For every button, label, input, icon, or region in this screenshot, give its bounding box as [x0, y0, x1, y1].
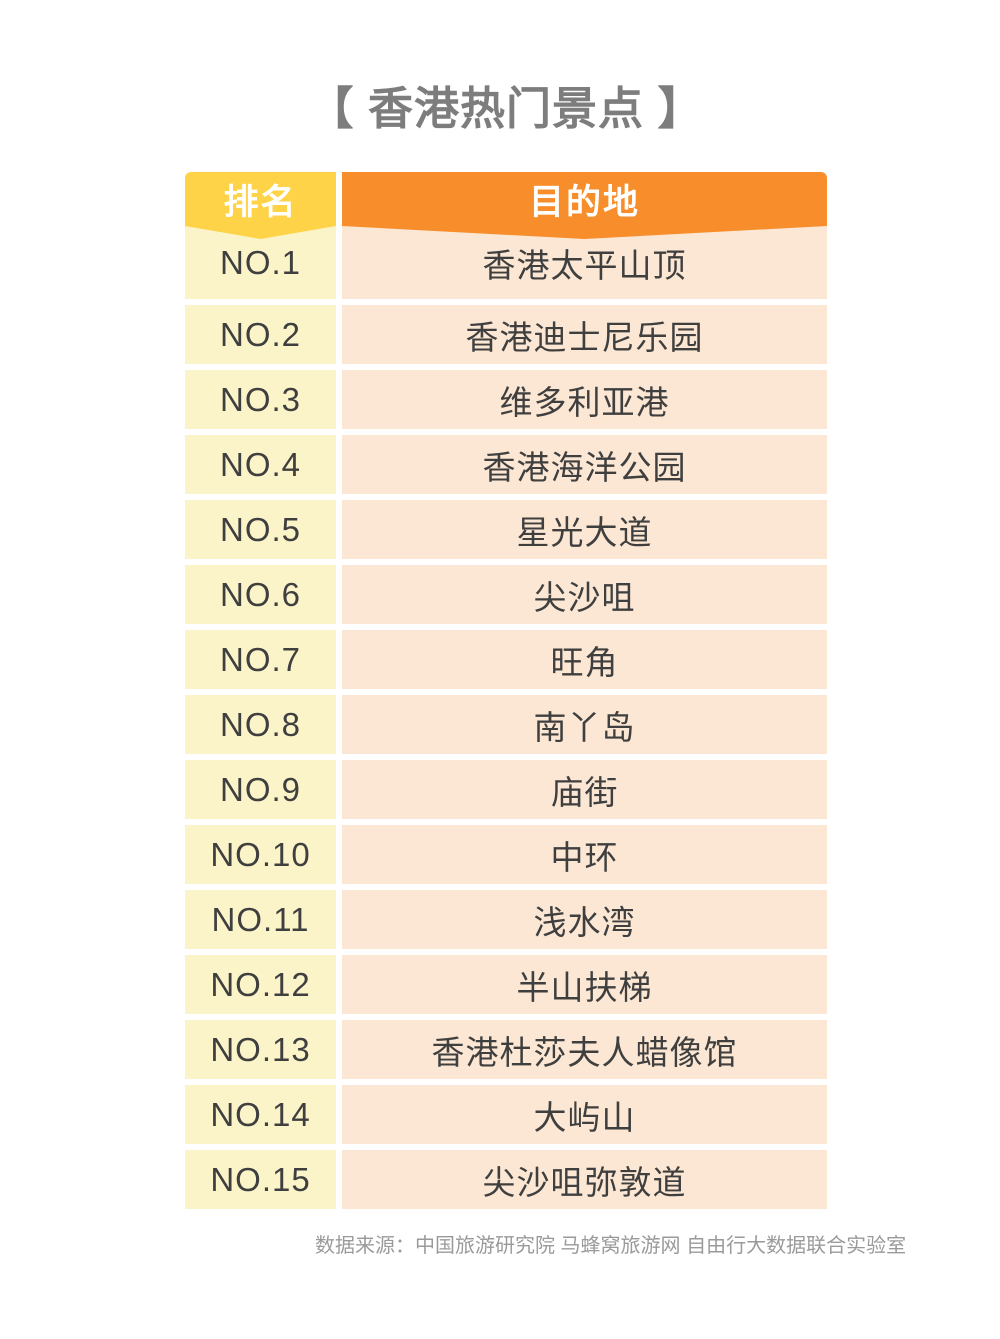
destination-cell: 庙街 — [342, 760, 827, 819]
ranking-table: 排名 目的地 NO.1 香港太平山顶 NO.2 香港迪士尼乐园 NO.3 维多利… — [185, 172, 827, 1209]
table-row: NO.1 香港太平山顶 — [185, 226, 827, 299]
table-row: NO.15 尖沙咀弥敦道 — [185, 1150, 827, 1209]
table-body: NO.1 香港太平山顶 NO.2 香港迪士尼乐园 NO.3 维多利亚港 NO.4… — [185, 226, 827, 1209]
destination-cell: 香港杜莎夫人蜡像馆 — [342, 1020, 827, 1079]
rank-cell: NO.5 — [185, 500, 336, 559]
rank-cell: NO.14 — [185, 1085, 336, 1144]
destination-column-header: 目的地 — [342, 172, 827, 239]
table-row: NO.10 中环 — [185, 825, 827, 884]
destination-cell: 中环 — [342, 825, 827, 884]
rank-cell: NO.13 — [185, 1020, 336, 1079]
table-row: NO.6 尖沙咀 — [185, 565, 827, 624]
rank-cell: NO.7 — [185, 630, 336, 689]
table-row: NO.11 浅水湾 — [185, 890, 827, 949]
table-header-row: 排名 目的地 — [185, 172, 827, 239]
rank-cell: NO.2 — [185, 305, 336, 364]
rank-header-label: 排名 — [223, 182, 298, 222]
table-row: NO.13 香港杜莎夫人蜡像馆 — [185, 1020, 827, 1079]
destination-cell: 大屿山 — [342, 1085, 827, 1144]
rank-cell: NO.12 — [185, 955, 336, 1014]
table-row: NO.2 香港迪士尼乐园 — [185, 305, 827, 364]
destination-cell: 香港海洋公园 — [342, 435, 827, 494]
destination-cell: 旺角 — [342, 630, 827, 689]
rank-cell: NO.4 — [185, 435, 336, 494]
destination-cell: 尖沙咀弥敦道 — [342, 1150, 827, 1209]
destination-cell: 维多利亚港 — [342, 370, 827, 429]
table-row: NO.5 星光大道 — [185, 500, 827, 559]
destination-cell: 半山扶梯 — [342, 955, 827, 1014]
rank-column-header: 排名 — [185, 172, 336, 239]
rank-cell: NO.3 — [185, 370, 336, 429]
rank-cell: NO.11 — [185, 890, 336, 949]
table-row: NO.8 南丫岛 — [185, 695, 827, 754]
table-row: NO.7 旺角 — [185, 630, 827, 689]
table-row: NO.14 大屿山 — [185, 1085, 827, 1144]
destination-cell: 浅水湾 — [342, 890, 827, 949]
destination-cell: 香港太平山顶 — [342, 226, 827, 299]
destination-cell: 香港迪士尼乐园 — [342, 305, 827, 364]
rank-cell: NO.10 — [185, 825, 336, 884]
table-row: NO.4 香港海洋公园 — [185, 435, 827, 494]
destination-cell: 南丫岛 — [342, 695, 827, 754]
page-title: 【 香港热门景点 】 — [308, 83, 704, 134]
table-row: NO.12 半山扶梯 — [185, 955, 827, 1014]
table-row: NO.9 庙街 — [185, 760, 827, 819]
rank-cell: NO.8 — [185, 695, 336, 754]
destination-header-label: 目的地 — [528, 182, 640, 222]
table-row: NO.3 维多利亚港 — [185, 370, 827, 429]
data-source-caption: 数据来源：中国旅游研究院 马蜂窝旅游网 自由行大数据联合实验室 — [315, 1235, 907, 1257]
rank-cell: NO.6 — [185, 565, 336, 624]
rank-cell: NO.15 — [185, 1150, 336, 1209]
destination-cell: 星光大道 — [342, 500, 827, 559]
rank-cell: NO.9 — [185, 760, 336, 819]
destination-cell: 尖沙咀 — [342, 565, 827, 624]
